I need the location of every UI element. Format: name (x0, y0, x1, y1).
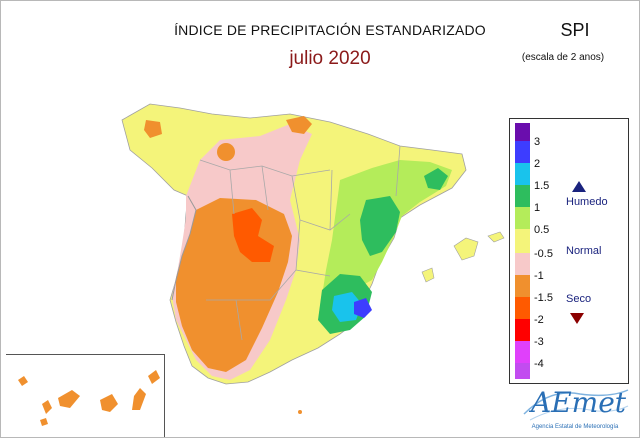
legend-swatch-12 (515, 363, 530, 379)
legend-swatch-7 (515, 253, 530, 275)
province-borders (199, 145, 401, 341)
scale-note: (escala de 2 anos) (521, 52, 605, 63)
legend-swatch-1 (515, 123, 530, 141)
legend-tick: 0.5 (534, 224, 550, 236)
legend-swatch-10 (515, 319, 530, 341)
legend-swatch-3 (515, 163, 530, 185)
index-name: SPI (560, 20, 590, 40)
balearic-menorca (487, 231, 505, 243)
legend-tick: 2 (534, 158, 541, 170)
legend-tick: -0.5 (534, 248, 553, 260)
legend-tick: -3 (534, 336, 544, 348)
legend-category-humid: Humedo (566, 196, 608, 208)
region-very-dry-center (232, 208, 274, 262)
legend-swatch-2 (515, 141, 530, 163)
legend-tick: 1 (534, 202, 541, 214)
legend-swatch-4 (515, 185, 530, 207)
humid-arrow-icon (572, 181, 586, 192)
portugal-border (171, 195, 197, 301)
legend-tick: 3 (534, 136, 541, 148)
legend-swatch-9 (515, 297, 530, 319)
legend-tick: -1 (534, 270, 544, 282)
canary-islands-inset-frame (6, 354, 165, 437)
logo-wordmark: AEmet (531, 386, 627, 419)
legend-category-dry: Seco (566, 293, 592, 305)
region-dry-cantabria (286, 116, 312, 134)
legend-tick: 1.5 (534, 180, 550, 192)
legend-category-normal: Normal (566, 245, 602, 257)
logo-caption: Agencia Estatal de Meteorología (531, 424, 619, 430)
region-humid-strong-murcia (332, 292, 362, 322)
legend-swatch-11 (515, 341, 530, 363)
legend-swatch-6 (515, 229, 530, 253)
map-title: ÍNDICE DE PRECIPITACIÓN ESTANDARIZADO (174, 22, 486, 38)
legend-swatch-5 (515, 207, 530, 229)
alboran-island (298, 410, 302, 414)
balearic-mallorca (453, 237, 479, 261)
legend-tick: -4 (534, 358, 544, 370)
aemet-logo-icon (523, 389, 629, 421)
legend-swatch-8 (515, 275, 530, 297)
region-dry-leon (217, 143, 235, 161)
region-humid-valencia (360, 196, 400, 256)
legend-tick: -2 (534, 314, 544, 326)
region-very-humid-murcia (354, 298, 372, 318)
legend-tick: -1.5 (534, 292, 553, 304)
region-humid-catalonia (424, 168, 448, 190)
canary-islands (18, 370, 160, 426)
map-subtitle-date: julio 2020 (289, 48, 371, 69)
legend-box: 3 2 1.5 1 0.5 -0.5 -1 -1.5 -2 -3 -4 Hume… (509, 118, 629, 384)
region-dry-galicia (144, 120, 162, 138)
balearic-ibiza (421, 267, 435, 283)
dry-arrow-icon (570, 313, 584, 324)
